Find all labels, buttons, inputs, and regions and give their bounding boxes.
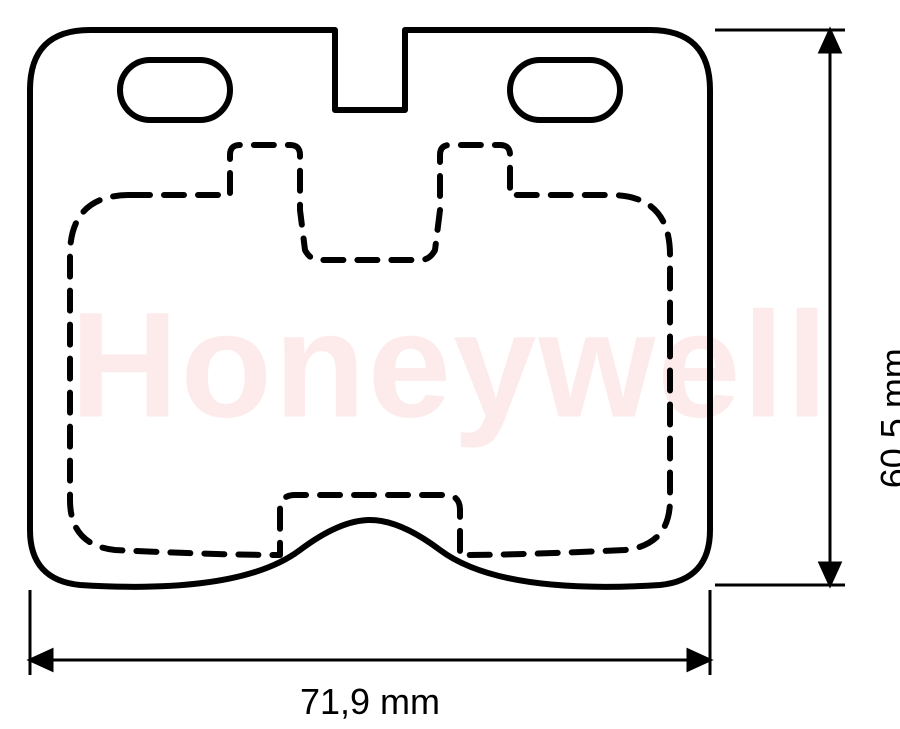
pad-outline-dashed: [70, 145, 670, 555]
width-label: 71,9 mm: [300, 681, 440, 723]
technical-drawing-svg: [0, 0, 900, 729]
height-dimension: [715, 30, 845, 585]
drawing-canvas: Honeywell: [0, 0, 900, 729]
height-label: 60,5 mm: [873, 348, 900, 488]
backplate-outline: [30, 30, 710, 587]
width-dimension: [30, 590, 710, 675]
